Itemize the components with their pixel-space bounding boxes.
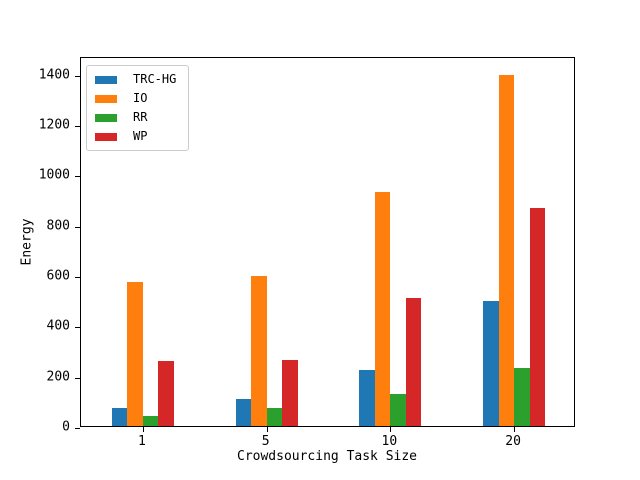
y-tick-label: 800	[46, 218, 70, 234]
x-tick-mark	[266, 427, 268, 432]
legend-label: TRC-HG	[133, 72, 177, 86]
x-tick-label: 1	[137, 434, 146, 449]
bar-io-x5	[251, 276, 267, 426]
legend-swatch-icon	[95, 113, 117, 122]
y-tick-label: 0	[62, 419, 70, 435]
y-tick-label: 1400	[38, 67, 70, 83]
x-tick-mark	[514, 427, 516, 432]
y-tick-mark	[75, 377, 80, 379]
plot-area: TRC-HG IO RR WP	[75, 57, 575, 432]
bar-io-x1	[127, 282, 143, 426]
bar-trc-hg-x10	[359, 370, 375, 426]
y-tick-label: 600	[46, 268, 70, 284]
y-tick-mark	[75, 176, 80, 178]
y-tick-label: 200	[46, 369, 70, 385]
legend-label: IO	[133, 91, 148, 105]
x-tick-mark	[142, 427, 144, 432]
bar-rr-x5	[266, 408, 283, 426]
legend-entry-wp: WP	[95, 130, 176, 143]
x-axis-label: Crowdsourcing Task Size	[236, 449, 418, 464]
bar-rr-x10	[390, 394, 406, 426]
legend-swatch-icon	[95, 132, 117, 141]
y-tick-mark	[75, 428, 80, 429]
legend-swatch-icon	[95, 75, 117, 84]
legend-entry-io: IO	[95, 92, 176, 105]
x-tick-label: 5	[261, 434, 270, 449]
legend-swatch-icon	[95, 94, 117, 103]
bar-io-x20	[498, 74, 515, 426]
bar-rr-x1	[142, 415, 159, 426]
bar-trc-hg-x20	[483, 301, 499, 426]
legend: TRC-HG IO RR WP	[86, 65, 190, 151]
bar-wp-x20	[529, 208, 546, 426]
bar-trc-hg-x1	[111, 408, 128, 426]
y-tick-mark	[75, 327, 80, 329]
bar-wp-x1	[158, 361, 174, 426]
y-tick-label: 1200	[38, 117, 70, 133]
y-tick-mark	[75, 75, 80, 77]
y-tick-label: 400	[46, 318, 70, 334]
x-tick-mark	[390, 427, 392, 432]
legend-label: RR	[133, 110, 148, 124]
bar-trc-hg-x5	[235, 398, 252, 426]
bar-rr-x20	[514, 367, 530, 426]
legend-label: WP	[133, 129, 148, 143]
y-tick-mark	[75, 276, 80, 278]
bar-io-x10	[374, 191, 391, 426]
x-tick-label: 10	[381, 434, 398, 449]
x-tick-label: 20	[505, 434, 521, 449]
y-tick-mark	[75, 226, 80, 228]
legend-entry-trc-hg: TRC-HG	[95, 73, 176, 86]
bars-layer	[81, 58, 574, 426]
bar-wp-x5	[282, 360, 298, 426]
bar-wp-x10	[405, 297, 422, 426]
y-tick-label: 1000	[38, 167, 70, 183]
y-tick-mark	[75, 125, 80, 127]
legend-entry-rr: RR	[95, 111, 176, 124]
